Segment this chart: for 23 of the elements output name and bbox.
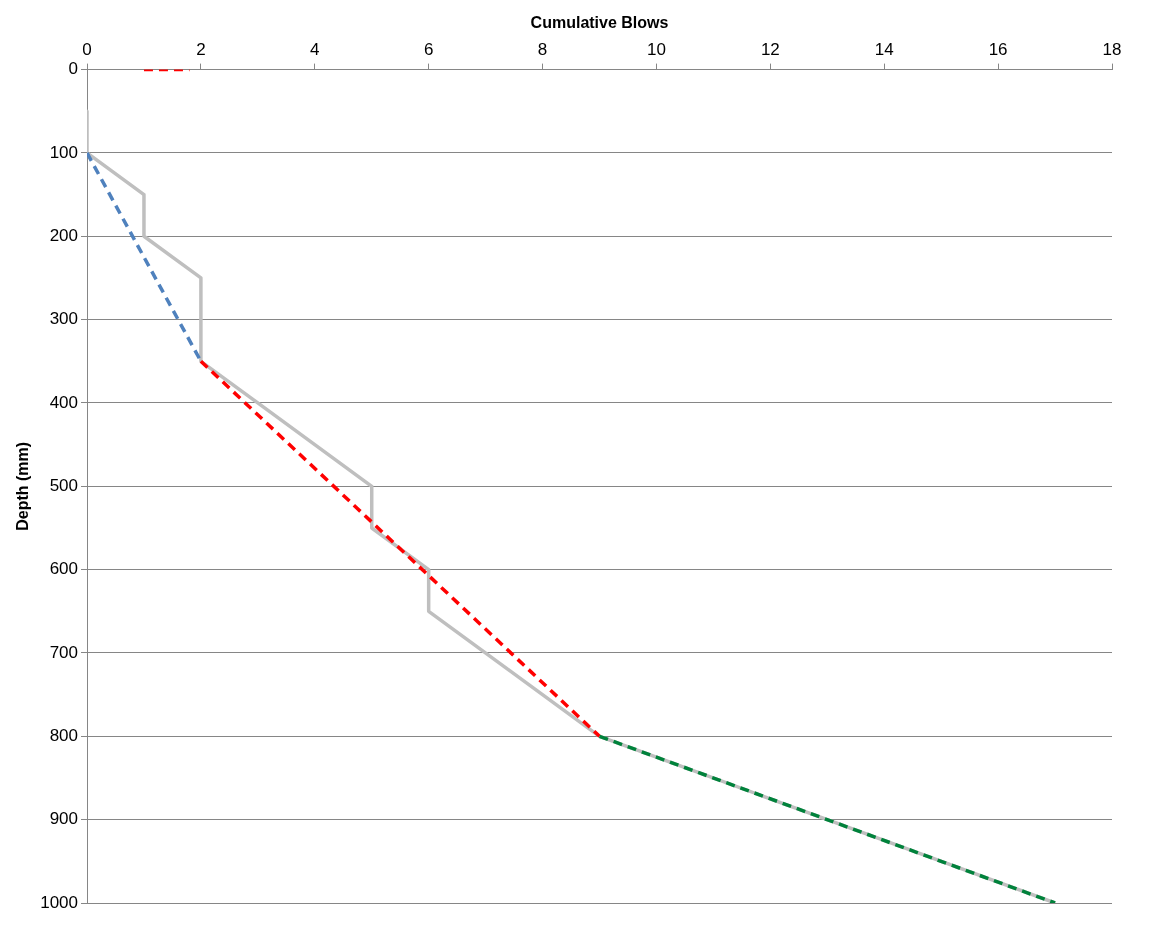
y-tick-label: 200 <box>49 225 79 245</box>
y-tick-label: 100 <box>49 142 79 162</box>
x-tick-label: 14 <box>874 40 894 60</box>
x-tick-label: 6 <box>423 40 434 60</box>
x-axis-title: Cumulative Blows <box>530 14 669 32</box>
x-tick-label: 12 <box>760 40 780 60</box>
x-tick-label: 8 <box>537 40 548 60</box>
y-tick-label: 0 <box>68 59 79 79</box>
y-tick-label: 700 <box>49 642 79 662</box>
y-tick-label: 1000 <box>40 892 79 912</box>
x-tick-label: 4 <box>310 40 320 60</box>
x-tick-label: 2 <box>196 40 206 60</box>
y-tick-label: 500 <box>49 475 79 495</box>
x-tick-label: 16 <box>988 40 1008 60</box>
y-tick-label: 300 <box>49 309 79 329</box>
y-axis-title: Depth (mm) <box>14 441 32 531</box>
y-tick-label: 800 <box>49 726 79 746</box>
x-tick-label: 10 <box>646 40 666 60</box>
y-tick-label: 400 <box>49 392 79 412</box>
y-tick-label: 900 <box>49 809 79 829</box>
y-tick-label: 600 <box>49 559 79 579</box>
x-tick-label: 0 <box>82 40 92 60</box>
x-tick-label: 18 <box>1102 40 1122 60</box>
